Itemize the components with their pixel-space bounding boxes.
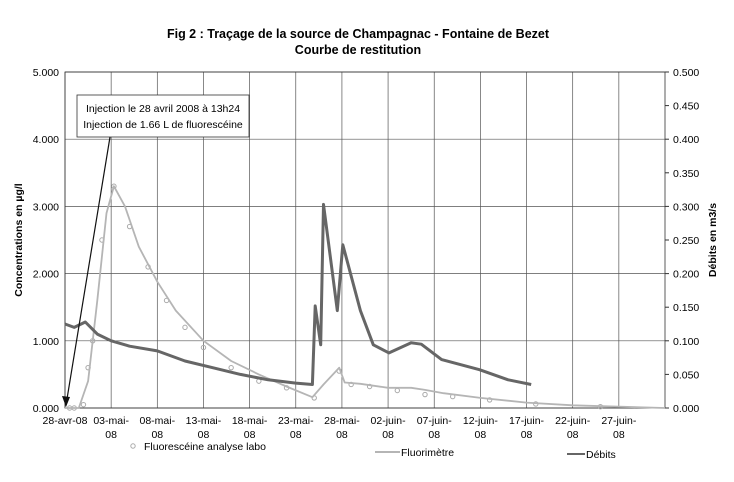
x-tick-label: 28-mai- 08 — [324, 415, 360, 441]
x-tick-label: 27-juin- 08 — [601, 415, 637, 441]
x-tick-line: 08 — [290, 429, 302, 441]
x-tick-line: 13-mai- — [186, 415, 222, 427]
y2-tick-label: 0.400 — [673, 134, 699, 146]
x-tick-line: 02-juin- — [371, 415, 407, 427]
annotation: Injection le 28 avril 2008 à 13h24 Injec… — [62, 94, 250, 407]
x-tick-label: 08-mai- 08 — [140, 415, 176, 441]
x-tick-line: 12-juin- — [463, 415, 499, 427]
x-tick-line: 28-mai- — [324, 415, 360, 427]
data-point-labo — [422, 391, 428, 398]
y-axis-label: Concentrations en µg/l — [13, 183, 25, 296]
y2-tick-label: 0.050 — [673, 369, 699, 381]
y2-tick-label: 0.200 — [673, 269, 699, 281]
x-tick-line: 27-juin- — [601, 415, 637, 427]
series-line-fluorimetre — [65, 185, 666, 409]
x-tick-label: 23-mai- 08 — [278, 415, 314, 441]
annotation-arrow — [65, 136, 111, 406]
data-point-labo — [80, 401, 87, 408]
x-tick-line: 08 — [428, 429, 440, 441]
x-tick-line: 08-mai- — [140, 415, 176, 427]
y-tick-label: 3.000 — [33, 201, 59, 213]
data-point-labo — [394, 387, 401, 394]
legend-label-fluorimetre: Fluorimètre — [401, 447, 454, 459]
y2-tick-label: 0.350 — [673, 168, 699, 180]
legend-label-debits: Débits — [586, 449, 616, 461]
x-tick-line: 07-juin- — [417, 415, 453, 427]
x-tick-line: 08 — [336, 429, 348, 441]
x-tick-line: 22-juin- — [555, 415, 591, 427]
x-tick-label: 02-juin- 08 — [371, 415, 407, 441]
y-tick-label: 0.000 — [33, 403, 59, 415]
x-tick-line: 17-juin- — [509, 415, 545, 427]
x-tick-line: 08 — [382, 429, 394, 441]
annotation-line-1: Injection le 28 avril 2008 à 13h24 — [86, 103, 240, 115]
y2-tick-label: 0.150 — [673, 302, 699, 314]
chart-subtitle: Courbe de restitution — [295, 43, 421, 57]
x-tick-label: 28-avr-08 — [43, 415, 88, 427]
annotation-box — [76, 94, 250, 138]
x-tick-label: 13-mai- 08 — [186, 415, 222, 441]
x-tick-line: 08 — [198, 429, 210, 441]
x-tick-label: 07-juin- 08 — [417, 415, 453, 441]
y2-tick-label: 0.100 — [673, 336, 699, 348]
y-tick-label: 5.000 — [33, 67, 59, 79]
x-tick-line: 03-mai- — [93, 415, 129, 427]
x-tick-line: 08 — [567, 429, 579, 441]
legend: Fluorescéine analyse labo Fluorimètre Dé… — [130, 441, 616, 461]
legend-marker-labo — [130, 443, 136, 449]
y2-tick-label: 0.250 — [673, 235, 699, 247]
x-tick-line: 08 — [613, 429, 625, 441]
x-tick-line: 08 — [151, 429, 163, 441]
x-tick-label: 17-juin- 08 — [509, 415, 545, 441]
x-tick-line: 08 — [521, 429, 533, 441]
legend-label-labo: Fluorescéine analyse labo — [144, 441, 266, 453]
x-tick-label: 18-mai- 08 — [232, 415, 268, 441]
x-tick-line: 23-mai- — [278, 415, 314, 427]
x-tick-line: 08 — [475, 429, 487, 441]
y-tick-label: 4.000 — [33, 134, 59, 146]
x-tick-label: 03-mai- 08 — [93, 415, 129, 441]
series-line-debits — [64, 202, 532, 386]
plot-frame — [64, 71, 666, 409]
x-tick-line: 08 — [244, 429, 256, 441]
data-point-labo — [182, 324, 188, 331]
x-tick-line: 18-mai- — [232, 415, 268, 427]
y2-tick-label: 0.000 — [673, 403, 699, 415]
chart-title: Fig 2 : Traçage de la source de Champagn… — [167, 27, 550, 41]
y-tick-label: 2.000 — [33, 269, 59, 281]
y2-axis-label: Débits en m3/s — [707, 203, 719, 277]
y-tick-label: 1.000 — [33, 336, 59, 348]
data-point-labo — [200, 344, 207, 351]
arrow-head-icon — [62, 396, 70, 407]
annotation-line-2: Injection de 1.66 L de fluorescéine — [83, 119, 243, 131]
y2-tick-label: 0.500 — [673, 67, 699, 79]
x-tick-label: 12-juin- 08 — [463, 415, 499, 441]
y2-tick-label: 0.300 — [673, 201, 699, 213]
x-tick-label: 22-juin- 08 — [555, 415, 591, 441]
data-point-labo — [228, 364, 234, 371]
x-tick-line: 08 — [105, 429, 117, 441]
y2-tick-label: 0.450 — [673, 101, 699, 113]
